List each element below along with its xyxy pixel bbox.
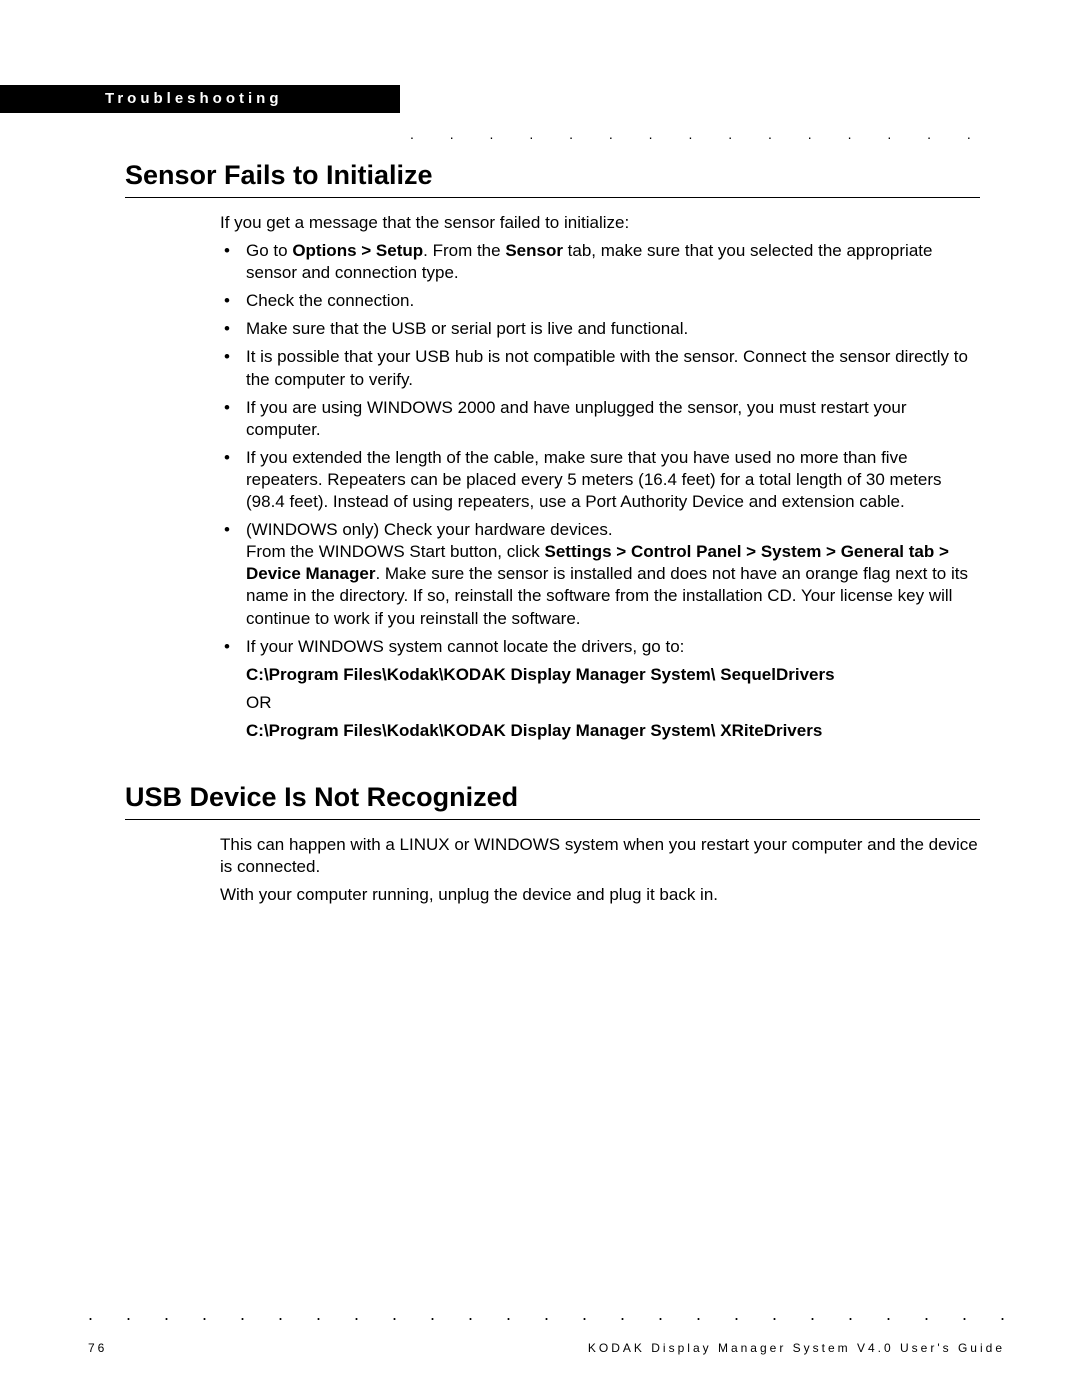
list-text: It is possible that your USB hub is not … — [246, 347, 968, 388]
chapter-tab: Troubleshooting — [0, 85, 400, 113]
dots-row-bottom: . . . . . . . . . . . . . . . . . . . . … — [88, 1304, 1020, 1325]
list-item: If you extended the length of the cable,… — [220, 447, 980, 513]
driver-path: C:\Program Files\Kodak\KODAK Display Man… — [246, 720, 980, 742]
list-item: (WINDOWS only) Check your hardware devic… — [220, 519, 980, 629]
list-item: Make sure that the USB or serial port is… — [220, 318, 980, 340]
list-text: Go to — [246, 241, 292, 260]
list-text: If you are using WINDOWS 2000 and have u… — [246, 398, 907, 439]
page-content: Sensor Fails to Initialize If you get a … — [125, 160, 980, 912]
section-title-sensor: Sensor Fails to Initialize — [125, 160, 980, 198]
list-item: Go to Options > Setup. From the Sensor t… — [220, 240, 980, 284]
dots-row-top: . . . . . . . . . . . . . . . . . . . . … — [410, 126, 1005, 142]
section-body-usb: This can happen with a LINUX or WINDOWS … — [220, 834, 980, 906]
driver-path: C:\Program Files\Kodak\KODAK Display Man… — [246, 664, 980, 686]
list-text: . From the — [423, 241, 505, 260]
bold-text: Sensor — [505, 241, 563, 260]
bold-text: Options > Setup — [292, 241, 423, 260]
doc-title: KODAK Display Manager System V4.0 User's… — [588, 1341, 1005, 1355]
bullet-list: Go to Options > Setup. From the Sensor t… — [220, 240, 980, 742]
list-text: Check the connection. — [246, 291, 414, 310]
list-text: If your WINDOWS system cannot locate the… — [246, 637, 684, 656]
list-text: If you extended the length of the cable,… — [246, 448, 942, 511]
page-footer: 76 KODAK Display Manager System V4.0 Use… — [88, 1341, 1005, 1355]
paragraph: With your computer running, unplug the d… — [220, 884, 980, 906]
intro-text: If you get a message that the sensor fai… — [220, 212, 980, 234]
chapter-tab-label: Troubleshooting — [105, 90, 283, 107]
paragraph: This can happen with a LINUX or WINDOWS … — [220, 834, 980, 878]
list-text: Make sure that the USB or serial port is… — [246, 319, 688, 338]
section-title-usb: USB Device Is Not Recognized — [125, 782, 980, 820]
list-item: If you are using WINDOWS 2000 and have u… — [220, 397, 980, 441]
list-text: (WINDOWS only) Check your hardware devic… — [246, 520, 613, 539]
page-number: 76 — [88, 1341, 107, 1355]
list-item: It is possible that your USB hub is not … — [220, 346, 980, 390]
list-item: If your WINDOWS system cannot locate the… — [220, 636, 980, 742]
document-page: Troubleshooting . . . . . . . . . . . . … — [0, 0, 1080, 1397]
or-separator: OR — [246, 692, 980, 714]
list-item: Check the connection. — [220, 290, 980, 312]
list-text: From the WINDOWS Start button, click — [246, 542, 545, 561]
section-body-sensor: If you get a message that the sensor fai… — [220, 212, 980, 742]
